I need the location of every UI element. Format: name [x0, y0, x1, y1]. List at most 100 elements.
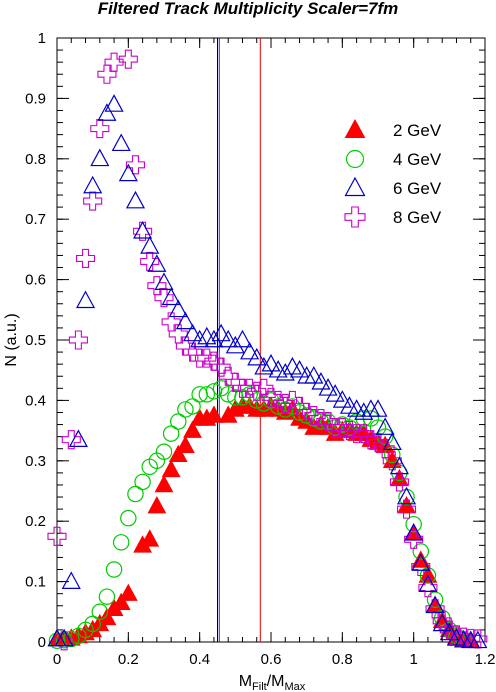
data-point [140, 251, 160, 272]
data-point [211, 357, 231, 377]
legend-label: 6 GeV [393, 179, 442, 198]
data-point [61, 571, 81, 589]
data-point [75, 248, 96, 269]
data-point [125, 155, 146, 175]
data-point [90, 148, 110, 167]
data-point [439, 622, 459, 641]
data-point [254, 378, 274, 398]
data-point [197, 348, 217, 368]
legend-marker [345, 149, 365, 169]
data-point [225, 335, 245, 354]
legend: 2 GeV 4 GeV 6 GeV 8 GeV [344, 118, 442, 228]
data-point [396, 499, 417, 519]
data-point [97, 103, 117, 121]
axes: 0 0.2 0.4 0.6 0.8 1 1.2 0 0.1 0.2 0.3 0.4 0.5 0.6 0.7 0… [25, 30, 495, 668]
data-point [183, 420, 202, 438]
data-point [154, 288, 174, 308]
data-point [182, 342, 203, 362]
y-tick-label: 0 [38, 634, 46, 651]
data-point [176, 435, 195, 453]
y-axis-label: N (a.u.) [3, 313, 20, 366]
y-tick-label: 0.7 [25, 211, 46, 228]
data-point [48, 632, 66, 650]
data-point [104, 94, 124, 112]
y-tick-label: 0.2 [25, 513, 46, 530]
data-point [184, 398, 201, 415]
data-point [247, 381, 267, 401]
data-point [204, 329, 224, 348]
data-point [54, 628, 74, 647]
data-point [182, 323, 203, 342]
x-tick-label: 1.2 [475, 651, 496, 668]
data-point [98, 588, 116, 605]
data-point [339, 421, 360, 441]
data-point [354, 402, 374, 420]
data-point [105, 561, 123, 578]
data-point [289, 359, 310, 378]
data-point [325, 384, 345, 402]
data-point [261, 353, 281, 372]
data-point [411, 556, 431, 577]
data-point [147, 496, 167, 514]
data-point [404, 523, 424, 541]
data-point [97, 607, 117, 626]
data-point [240, 341, 260, 360]
x-tick-label: 0.6 [261, 651, 282, 668]
data-point [154, 474, 174, 493]
data-point [275, 393, 295, 413]
data-point [332, 390, 352, 408]
x-axis-label: MFilt/MMax [239, 673, 306, 692]
legend-label: 2 GeV [393, 121, 442, 140]
data-point [120, 509, 137, 527]
data-point [304, 365, 324, 384]
data-point [118, 49, 138, 69]
data-point [211, 323, 231, 342]
data-point [404, 529, 424, 549]
y-tick-label: 1 [38, 30, 46, 47]
data-point [240, 378, 260, 398]
data-point [125, 190, 146, 209]
chart-title: Filtered Track Multiplicity Scaler=7fm [98, 0, 399, 18]
data-point [268, 390, 288, 410]
data-point [261, 387, 281, 407]
y-tick-label: 0.8 [25, 151, 46, 168]
data-point [468, 630, 488, 649]
data-point [311, 408, 331, 429]
data-point [68, 330, 88, 350]
data-point [133, 221, 153, 239]
data-point [254, 356, 274, 375]
data-point [382, 451, 402, 471]
data-point [389, 456, 409, 475]
data-markers [47, 49, 488, 651]
series-2-gev [47, 396, 481, 649]
data-point [83, 191, 103, 211]
data-point [384, 446, 401, 464]
data-point [168, 299, 188, 318]
data-point [232, 329, 253, 348]
x-tick-label: 0.2 [118, 651, 139, 668]
series-8-gev [47, 49, 488, 651]
data-point [140, 236, 160, 254]
data-point [118, 163, 138, 182]
data-point [127, 485, 144, 503]
legend-marker [344, 118, 366, 138]
data-point [140, 529, 160, 547]
data-point [218, 329, 238, 348]
data-point [418, 578, 438, 598]
data-point [197, 326, 217, 345]
data-point [304, 405, 324, 426]
y-tick-label: 0.5 [25, 332, 46, 349]
data-point [204, 405, 224, 423]
data-point [111, 592, 131, 610]
y-tick-label: 0.3 [25, 453, 46, 470]
data-point [247, 347, 267, 366]
series-6-gev [47, 94, 488, 649]
data-point [368, 399, 388, 417]
y-tick-label: 0.6 [25, 272, 46, 289]
data-point [91, 603, 109, 621]
data-point [154, 272, 174, 290]
data-point [405, 515, 422, 533]
data-point [175, 311, 195, 330]
data-point [418, 574, 438, 592]
